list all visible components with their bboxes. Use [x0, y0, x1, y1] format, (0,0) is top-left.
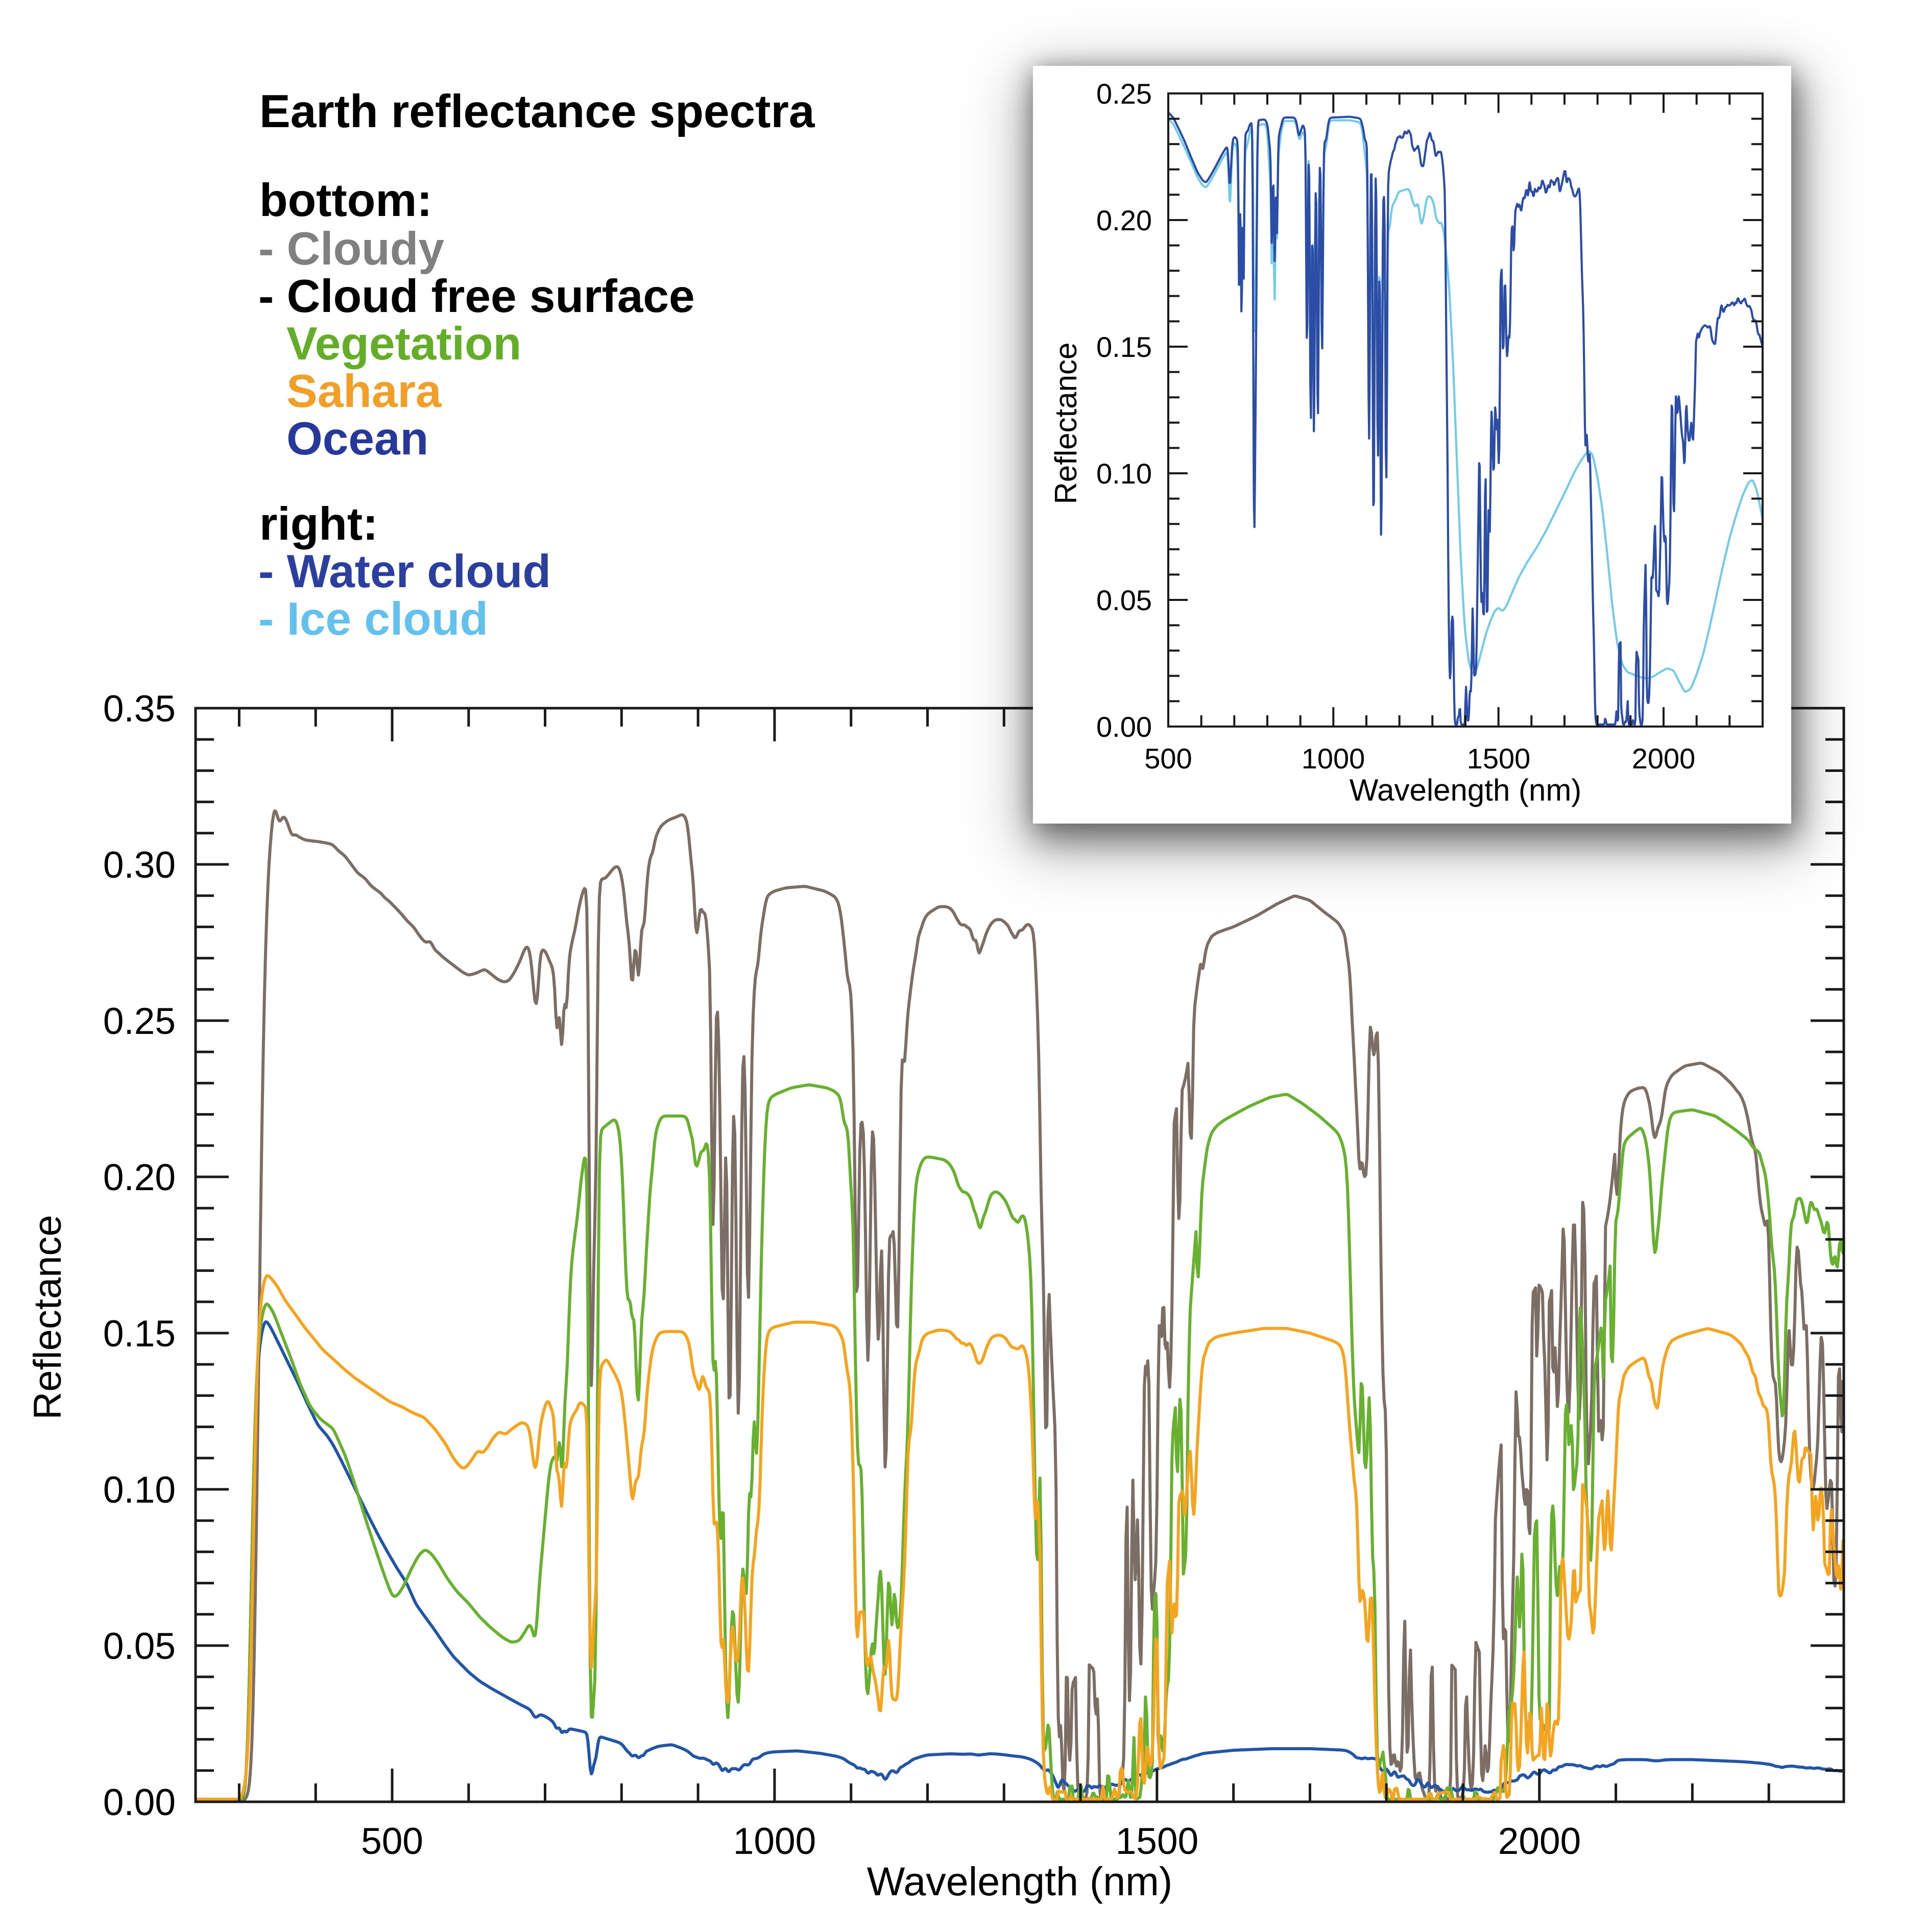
- svg-text:2000: 2000: [1498, 1821, 1581, 1862]
- svg-text:500: 500: [361, 1821, 423, 1862]
- svg-text:1500: 1500: [1467, 742, 1531, 775]
- svg-text:0.15: 0.15: [103, 1313, 176, 1355]
- svg-text:0.20: 0.20: [103, 1157, 176, 1198]
- svg-text:Reflectance: Reflectance: [26, 1215, 69, 1419]
- svg-text:0.25: 0.25: [103, 1001, 176, 1042]
- svg-text:Wavelength (nm): Wavelength (nm): [1350, 773, 1582, 807]
- svg-text:0.10: 0.10: [103, 1469, 176, 1511]
- svg-text:1500: 1500: [1116, 1821, 1198, 1862]
- svg-text:0.00: 0.00: [1096, 711, 1152, 743]
- svg-text:Reflectance: Reflectance: [1049, 343, 1083, 504]
- svg-text:0.00: 0.00: [103, 1782, 176, 1823]
- svg-text:Wavelength (nm): Wavelength (nm): [867, 1858, 1173, 1904]
- svg-text:500: 500: [1144, 742, 1192, 775]
- svg-text:0.20: 0.20: [1096, 204, 1152, 236]
- svg-text:0.05: 0.05: [1096, 584, 1152, 616]
- svg-text:0.30: 0.30: [103, 844, 176, 886]
- svg-text:2000: 2000: [1632, 742, 1696, 775]
- svg-text:1000: 1000: [733, 1821, 816, 1862]
- svg-text:0.15: 0.15: [1096, 331, 1152, 363]
- svg-text:0.05: 0.05: [103, 1626, 176, 1667]
- svg-text:0.25: 0.25: [1096, 78, 1152, 110]
- svg-text:0.10: 0.10: [1096, 457, 1152, 490]
- svg-text:0.35: 0.35: [103, 688, 176, 730]
- svg-text:1000: 1000: [1302, 742, 1365, 775]
